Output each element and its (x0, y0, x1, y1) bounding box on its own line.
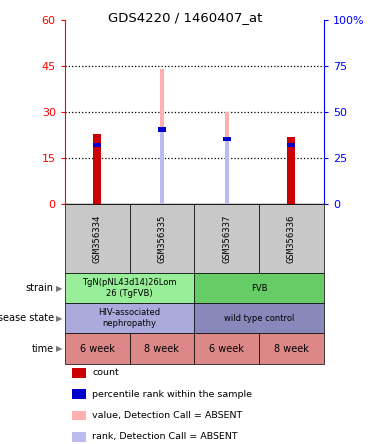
Text: wild type control: wild type control (224, 314, 294, 323)
Text: GDS4220 / 1460407_at: GDS4220 / 1460407_at (108, 11, 262, 24)
Text: GSM356337: GSM356337 (222, 214, 231, 263)
Text: 8 week: 8 week (144, 344, 179, 353)
Bar (287, 143, 295, 147)
Text: 6 week: 6 week (209, 344, 244, 353)
Text: GSM356335: GSM356335 (157, 214, 166, 263)
Text: GSM356334: GSM356334 (92, 214, 102, 263)
Bar (158, 127, 166, 132)
Bar (93, 143, 101, 147)
Text: value, Detection Call = ABSENT: value, Detection Call = ABSENT (92, 411, 243, 420)
Text: rank, Detection Call = ABSENT: rank, Detection Call = ABSENT (92, 432, 238, 441)
Text: ▶: ▶ (56, 314, 63, 323)
Bar (93, 134, 101, 204)
Bar (225, 140, 229, 204)
Text: time: time (31, 344, 54, 353)
Bar (223, 137, 231, 141)
Bar (225, 112, 229, 204)
Text: 8 week: 8 week (274, 344, 309, 353)
Text: HIV-associated
nephropathy: HIV-associated nephropathy (98, 308, 161, 329)
Bar (287, 137, 295, 204)
Text: percentile rank within the sample: percentile rank within the sample (92, 390, 252, 399)
Text: ▶: ▶ (56, 284, 63, 293)
Text: disease state: disease state (0, 313, 54, 323)
Bar (160, 69, 164, 204)
Bar (160, 127, 164, 204)
Text: TgN(pNL43d14)26Lom
26 (TgFVB): TgN(pNL43d14)26Lom 26 (TgFVB) (82, 278, 177, 298)
Text: strain: strain (26, 283, 54, 293)
Text: FVB: FVB (251, 284, 267, 293)
Text: GSM356336: GSM356336 (287, 214, 296, 263)
Text: 6 week: 6 week (80, 344, 115, 353)
Text: ▶: ▶ (56, 344, 63, 353)
Text: count: count (92, 369, 119, 377)
